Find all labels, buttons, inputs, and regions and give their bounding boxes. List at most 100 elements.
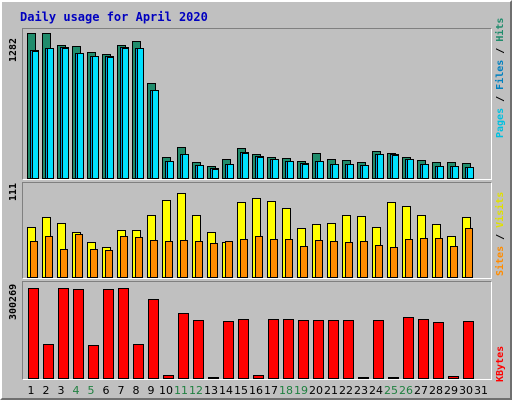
kbytes-bar-day-13 [208, 377, 219, 379]
pages-bar-day-8 [137, 48, 144, 179]
visits-y-max-label: 111 [8, 182, 19, 201]
x-tick-day-11: 11 [174, 384, 188, 397]
visits-sites-bars [27, 193, 473, 278]
visits-sites-panel [22, 182, 492, 279]
sites-bar-day-4 [75, 234, 83, 278]
x-tick-day-23: 23 [354, 384, 368, 397]
kbytes-bar-day-15 [238, 319, 249, 379]
x-tick-day-15: 15 [234, 384, 248, 397]
x-tick-day-27: 27 [414, 384, 428, 397]
legend-separator: / [495, 227, 506, 246]
x-tick-day-19: 19 [294, 384, 308, 397]
kbytes-bar-day-10 [163, 375, 174, 379]
pages-bar-day-20 [317, 161, 324, 179]
kbytes-bar-day-20 [313, 320, 324, 379]
kbytes-bar-day-17 [268, 319, 279, 379]
kbytes-bar-day-14 [223, 321, 234, 379]
legend-hits: Hits [495, 17, 506, 42]
x-tick-day-13: 13 [204, 384, 218, 397]
kbytes-bar-day-23 [358, 377, 369, 379]
pages-bar-day-11 [182, 154, 189, 179]
x-tick-day-31: 31 [474, 384, 488, 397]
kbytes-panel [22, 281, 492, 380]
x-tick-day-1: 1 [27, 384, 35, 397]
kbytes-bar-day-21 [328, 320, 339, 379]
sites-bar-day-19 [300, 246, 308, 278]
pages-bar-day-24 [377, 154, 384, 179]
x-tick-day-8: 8 [132, 384, 140, 397]
sites-bar-day-22 [345, 242, 353, 278]
sites-bar-day-11 [180, 240, 188, 278]
pages-bar-day-3 [62, 48, 69, 179]
kbytes-bar-day-8 [133, 344, 144, 379]
sites-bar-day-16 [255, 236, 263, 278]
pages-bar-day-4 [77, 53, 84, 179]
pages-bar-day-10 [167, 161, 174, 179]
sites-bar-day-7 [120, 236, 128, 278]
x-tick-day-17: 17 [264, 384, 278, 397]
legend-separator: / [495, 41, 506, 60]
kbytes-bar-day-27 [418, 319, 429, 379]
x-tick-day-7: 7 [117, 384, 125, 397]
pages-bar-day-13 [212, 169, 219, 179]
sites-bar-day-27 [420, 238, 428, 278]
pages-bar-day-30 [467, 167, 474, 179]
x-tick-day-16: 16 [249, 384, 263, 397]
x-tick-day-10: 10 [159, 384, 173, 397]
sites-bar-day-18 [285, 239, 293, 278]
x-tick-day-4: 4 [72, 384, 80, 397]
kbytes-bar-day-24 [373, 320, 384, 379]
hits-files-pages-bars [27, 33, 474, 179]
pages-bar-day-1 [32, 51, 39, 179]
sites-bar-day-5 [90, 249, 98, 278]
kbytes-bar-day-12 [193, 320, 204, 379]
pages-bar-day-29 [452, 166, 459, 179]
hits-y-max-label: 1282 [8, 37, 19, 62]
sites-bar-day-25 [390, 247, 398, 278]
sites-bar-day-26 [405, 239, 413, 278]
pages-bar-day-5 [92, 56, 99, 179]
kbytes-bar-day-30 [463, 321, 474, 379]
legend-files: Files [495, 59, 506, 90]
pages-bar-day-6 [107, 57, 114, 179]
x-tick-day-30: 30 [459, 384, 473, 397]
pages-bar-day-19 [302, 164, 309, 179]
sites-bar-day-12 [195, 241, 203, 278]
x-tick-day-3: 3 [57, 384, 65, 397]
sites-bar-day-24 [375, 245, 383, 278]
legend-kbytes: KBytes [495, 345, 506, 382]
kbytes-bar-day-5 [88, 345, 99, 379]
sites-bar-day-20 [315, 240, 323, 278]
sites-bar-day-14 [225, 241, 233, 278]
x-tick-day-14: 14 [219, 384, 233, 397]
kbytes-bar-day-28 [433, 322, 444, 379]
legend-hits-files-pages: Pages / Files / Hits [495, 18, 506, 138]
kbytes-bar-day-22 [343, 320, 354, 379]
sites-bar-day-3 [60, 249, 68, 278]
x-tick-day-21: 21 [324, 384, 338, 397]
pages-bar-day-26 [407, 159, 414, 179]
pages-bar-day-9 [152, 90, 159, 179]
x-tick-day-20: 20 [309, 384, 323, 397]
kbytes-bar-day-9 [148, 299, 159, 379]
kbytes-y-max-label: 300269 [8, 283, 19, 320]
pages-bar-day-18 [287, 161, 294, 179]
pages-bar-day-2 [47, 48, 54, 179]
x-tick-day-28: 28 [429, 384, 443, 397]
kbytes-bar-day-4 [73, 289, 84, 379]
kbytes-bar-day-18 [283, 319, 294, 379]
sites-bar-day-28 [435, 238, 443, 278]
hits-files-pages-panel [22, 28, 492, 180]
kbytes-bar-day-19 [298, 320, 309, 379]
sites-bar-day-13 [210, 243, 218, 278]
pages-bar-day-14 [227, 164, 234, 179]
kbytes-bar-day-29 [448, 376, 459, 379]
x-tick-day-12: 12 [189, 384, 203, 397]
x-tick-day-29: 29 [444, 384, 458, 397]
sites-bar-day-15 [240, 239, 248, 278]
kbytes-bar-day-26 [403, 317, 414, 379]
pages-bar-day-25 [392, 155, 399, 179]
x-tick-day-2: 2 [42, 384, 50, 397]
sites-bar-day-30 [465, 228, 473, 278]
